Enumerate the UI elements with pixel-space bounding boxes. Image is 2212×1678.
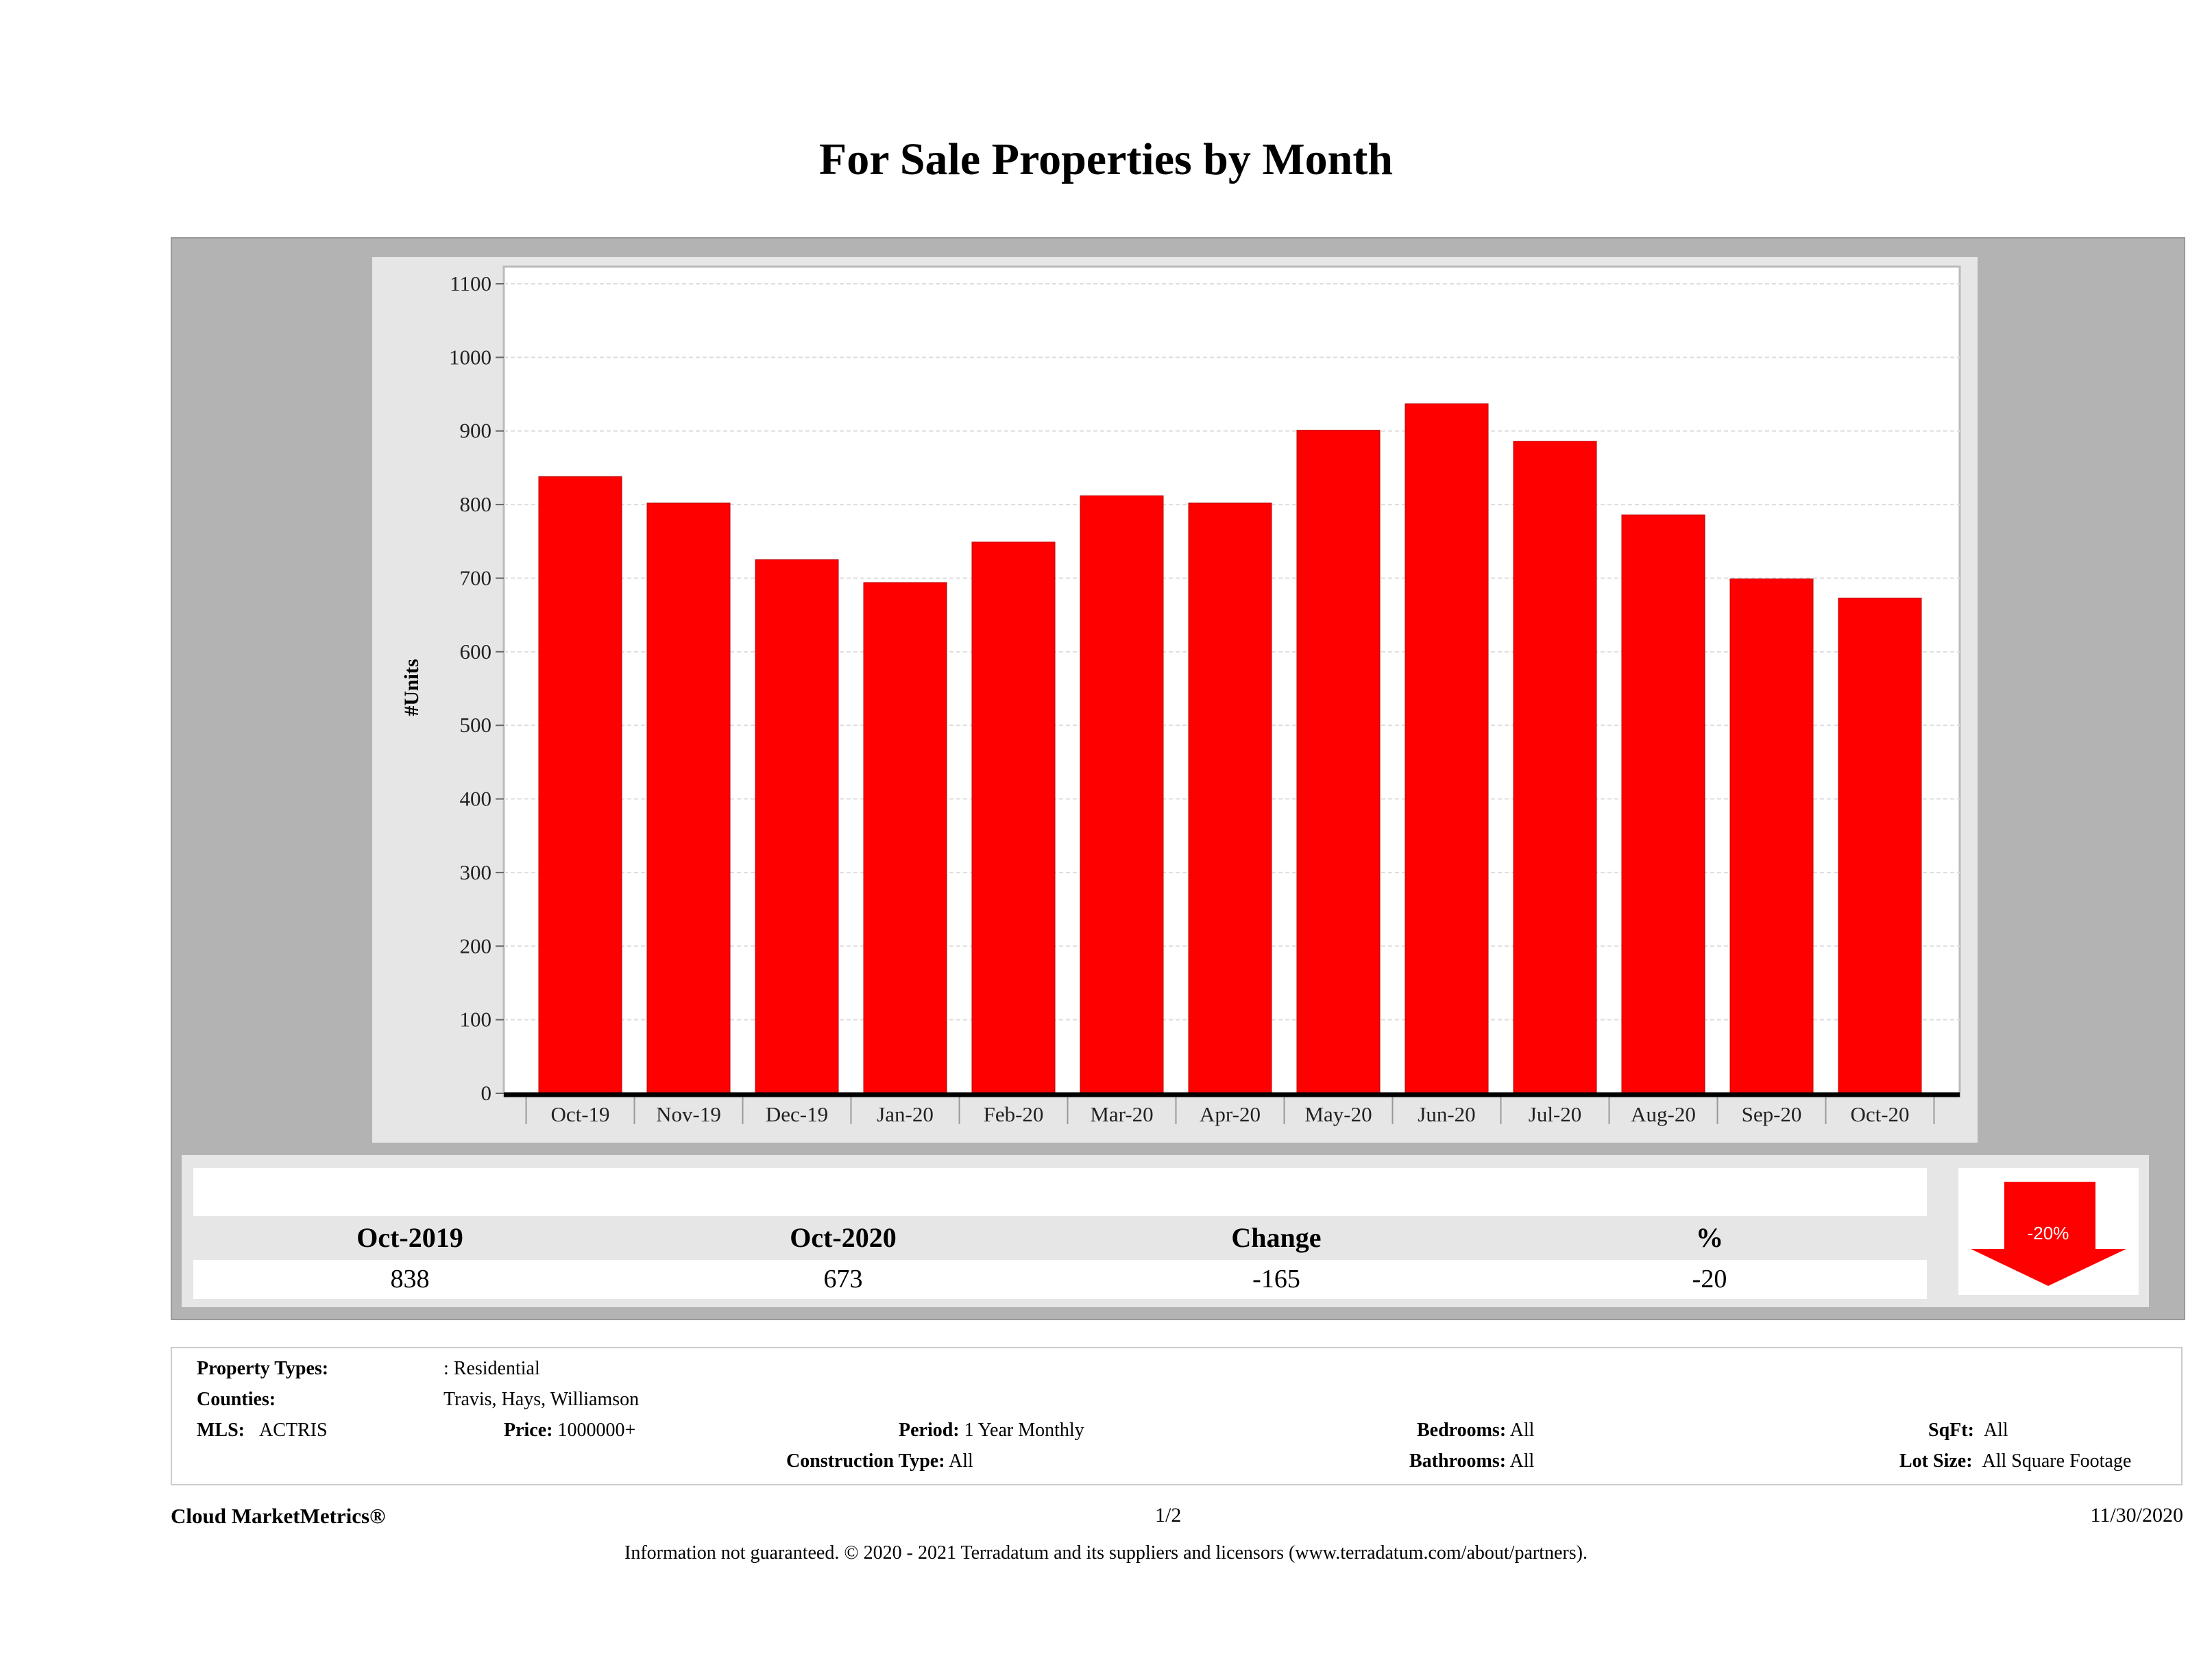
bedrooms-value: All [1509,1420,1535,1441]
bar-Nov-19 [646,502,731,1094]
bedrooms-label: Bedrooms: [1417,1420,1507,1441]
property-types-label: Property Types: [197,1358,329,1379]
bathrooms-label: Bathrooms: [1409,1450,1507,1472]
x-tick-label: Jan-20 [877,1102,934,1126]
bar-Oct-20 [1838,597,1922,1094]
brand-name: Cloud MarketMetrics® [171,1504,386,1528]
y-tick-label: 200 [460,934,492,958]
period-value: 1 Year Monthly [964,1420,1084,1441]
y-tick-label: 1000 [449,345,491,369]
summary-values-row: 838 673 -165 -20 [193,1260,1927,1299]
summary-header-start: Oct-2019 [356,1222,463,1253]
summary-value-change: -165 [1252,1265,1300,1293]
mls-value: ACTRIS [259,1420,328,1441]
mls-label: MLS: [197,1420,245,1441]
summary-header-end: Oct-2020 [790,1222,897,1253]
construction-value: All [949,1450,973,1472]
x-tick-label: Mar-20 [1090,1102,1153,1126]
bar-Apr-20 [1188,502,1272,1094]
sqft-value: All [1983,1420,2008,1441]
summary-value-percent: -20 [1692,1265,1727,1293]
x-tick-label: Jul-20 [1529,1102,1582,1126]
y-tick-label: 500 [460,713,492,737]
x-tick-label: Oct-19 [550,1102,609,1126]
bar-Jan-20 [863,582,947,1094]
y-tick-label: 400 [460,787,492,811]
bar-Feb-20 [971,542,1056,1094]
bar-May-20 [1296,430,1381,1094]
x-tick-label: Aug-20 [1631,1102,1696,1126]
counties-label: Counties: [197,1389,276,1410]
y-tick-label: 600 [460,640,492,664]
y-tick-label: 1100 [450,271,491,295]
bar-chart: 0 100 200 300 400 500 600 700 800 900 1000 1100 Oct… [400,265,1961,1126]
sqft-label: SqFt: [1928,1420,1974,1441]
y-tick-label: 300 [460,860,492,884]
bar-Mar-20 [1080,495,1164,1094]
bathrooms-value: All [1509,1450,1535,1472]
bar-Jul-20 [1513,441,1597,1094]
price-label: Price: [504,1420,553,1441]
construction-label: Construction Type: [786,1450,945,1472]
property-types-value: : Residential [443,1358,540,1379]
summary-value-start: 838 [390,1265,430,1293]
disclaimer: Information not guaranteed. © 2020 - 202… [624,1542,1588,1564]
summary-header-row: Oct-2019 Oct-2020 Change % [193,1216,1927,1260]
bar-Aug-20 [1621,514,1705,1094]
x-tick-label: Sep-20 [1742,1102,1802,1126]
y-tick-label: 800 [460,492,492,516]
y-tick-label: 100 [460,1008,492,1032]
bar-Dec-19 [755,559,839,1094]
change-indicator: -20% [1958,1168,2139,1295]
summary-value-end: 673 [823,1265,863,1293]
x-tick-label: Nov-19 [656,1102,721,1126]
chart-title: For Sale Properties by Month [818,134,1394,184]
bar-Sep-20 [1729,579,1814,1094]
x-tick-label: May-20 [1304,1102,1372,1126]
x-tick-label: Dec-19 [766,1102,828,1126]
bar-Oct-19 [538,476,622,1094]
criteria-box: Property Types: : Residential Counties: … [171,1347,2183,1485]
x-tick-label: Oct-20 [1850,1102,1909,1126]
summary-header-percent: % [1696,1222,1723,1253]
page-number: 1/2 [1155,1504,1182,1527]
bar-Jun-20 [1405,403,1489,1094]
summary-header-change: Change [1231,1222,1322,1253]
y-tick-label: 900 [460,419,492,443]
x-tick-label: Apr-20 [1200,1102,1261,1126]
y-tick-label: 0 [481,1081,492,1105]
x-tick-label: Feb-20 [984,1102,1044,1126]
lot-size-value: All Square Footage [1982,1450,2132,1472]
arrow-label: -20% [2028,1223,2069,1243]
counties-value: Travis, Hays, Williamson [443,1389,640,1410]
period-label: Period: [899,1420,960,1441]
summary-blank-row [193,1168,1927,1216]
price-value: 1000000+ [557,1420,636,1441]
y-axis-label: #Units [400,659,423,716]
y-tick-label: 700 [460,566,492,589]
report-date: 11/30/2020 [2090,1504,2183,1527]
lot-size-label: Lot Size: [1899,1450,1973,1472]
x-tick-label: Jun-20 [1418,1102,1475,1126]
down-arrow-icon: -20% [1971,1182,2126,1286]
